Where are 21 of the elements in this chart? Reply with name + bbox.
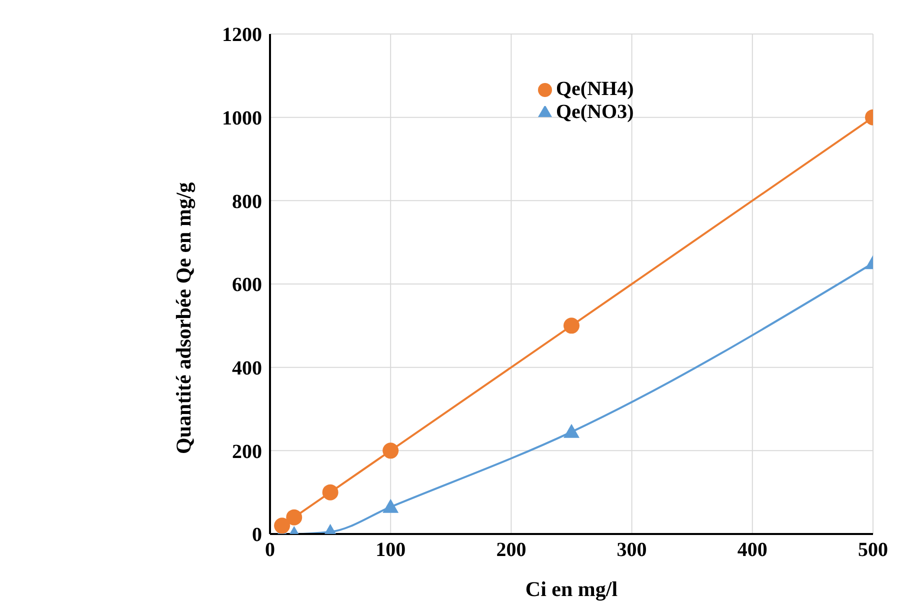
legend-label: Qe(NH4) xyxy=(556,78,634,100)
y-tick-label: 0 xyxy=(252,524,262,546)
point xyxy=(274,518,290,534)
point xyxy=(382,442,399,459)
y-tick-label: 200 xyxy=(232,440,262,463)
y-axis-title: Quantité adsorbée Qe en mg/g xyxy=(171,182,196,454)
y-tick-label: 600 xyxy=(232,274,262,296)
point xyxy=(382,498,399,513)
x-tick-label: 300 xyxy=(616,539,647,562)
y-tick-label: 1200 xyxy=(222,24,262,46)
y-tick-label: 800 xyxy=(232,190,262,213)
y-tick-label: 1000 xyxy=(222,107,262,130)
x-tick-label: 500 xyxy=(858,539,888,562)
x-tick-label: 400 xyxy=(737,539,768,562)
point xyxy=(286,509,302,526)
x-tick-label: 100 xyxy=(376,539,406,562)
x-axis-title: Ci en mg/l xyxy=(525,577,618,601)
y-tick-label: 400 xyxy=(232,357,262,380)
legend-label: Qe(NO3) xyxy=(556,101,634,123)
point xyxy=(322,484,338,500)
x-tick-label: 200 xyxy=(496,539,526,562)
